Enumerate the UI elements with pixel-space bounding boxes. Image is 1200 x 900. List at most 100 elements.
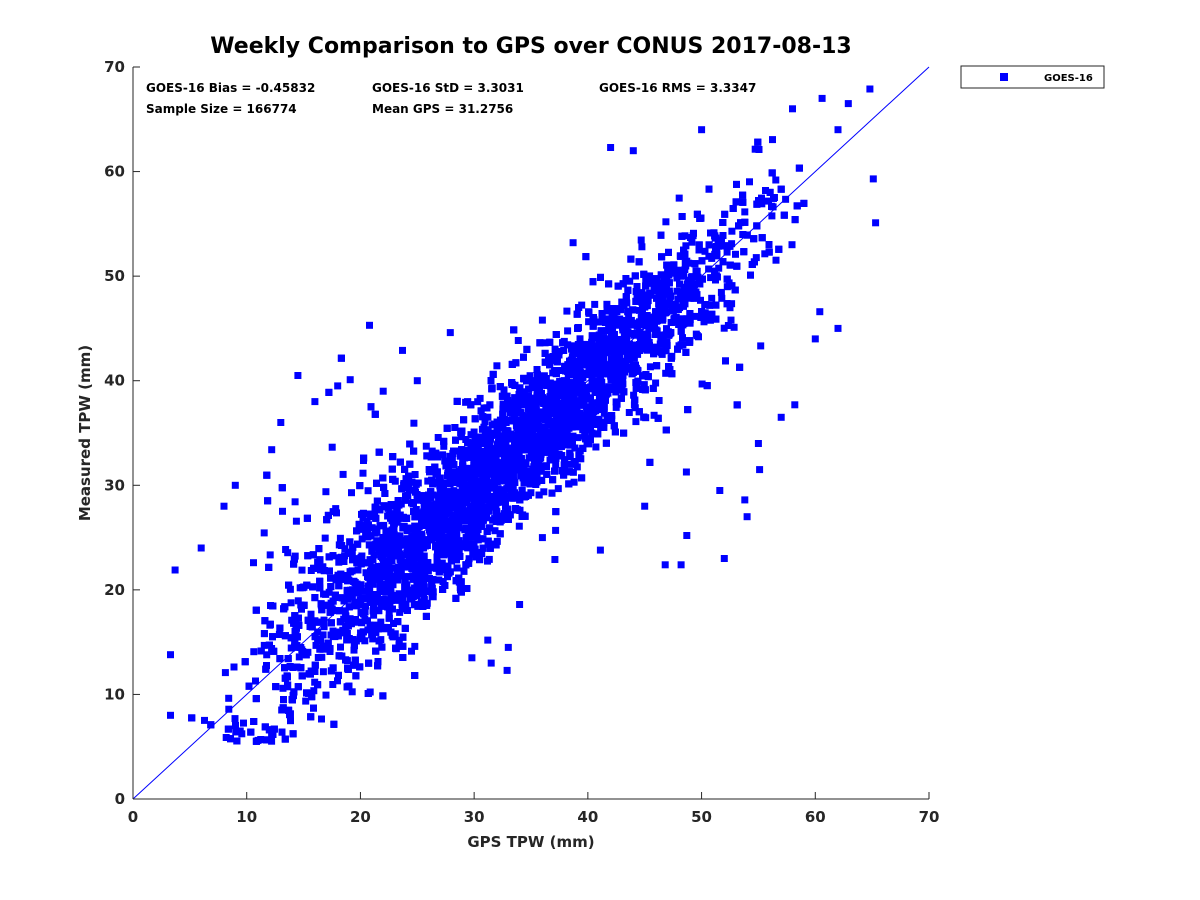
data-point bbox=[732, 250, 739, 258]
data-point bbox=[662, 369, 670, 377]
data-point bbox=[569, 468, 577, 476]
data-point bbox=[354, 566, 362, 574]
data-point bbox=[772, 256, 780, 264]
data-point bbox=[551, 345, 559, 353]
data-point bbox=[595, 331, 603, 339]
data-point bbox=[724, 322, 732, 329]
data-point bbox=[700, 318, 708, 326]
data-point bbox=[723, 283, 731, 291]
data-point bbox=[291, 498, 299, 506]
data-point bbox=[465, 555, 473, 563]
data-point bbox=[574, 434, 582, 442]
data-point bbox=[673, 274, 681, 282]
data-point bbox=[772, 176, 780, 184]
data-point bbox=[298, 605, 305, 613]
data-point bbox=[720, 324, 728, 332]
data-point bbox=[643, 302, 651, 310]
data-point bbox=[353, 555, 361, 563]
data-point bbox=[634, 350, 642, 358]
data-point bbox=[432, 449, 440, 457]
data-point bbox=[353, 559, 361, 567]
data-point bbox=[564, 327, 572, 335]
data-point bbox=[697, 296, 704, 304]
data-point bbox=[610, 319, 618, 327]
data-point bbox=[573, 463, 581, 471]
data-point bbox=[364, 487, 372, 495]
data-point bbox=[591, 300, 599, 308]
data-point bbox=[576, 335, 584, 343]
data-point bbox=[788, 241, 796, 249]
data-point bbox=[491, 527, 499, 535]
data-point bbox=[659, 316, 667, 324]
data-point bbox=[769, 136, 776, 144]
data-point bbox=[592, 443, 600, 451]
data-points bbox=[167, 85, 880, 745]
data-point bbox=[435, 576, 443, 584]
data-point bbox=[532, 377, 540, 385]
data-point bbox=[252, 677, 259, 685]
data-point bbox=[638, 289, 646, 297]
data-point bbox=[534, 382, 541, 390]
data-point bbox=[294, 597, 302, 605]
data-point bbox=[521, 459, 529, 467]
data-point bbox=[598, 310, 606, 317]
data-point bbox=[492, 508, 500, 515]
data-point bbox=[646, 363, 654, 371]
data-point bbox=[622, 275, 630, 282]
data-point bbox=[706, 301, 714, 309]
data-point bbox=[231, 715, 239, 723]
data-point bbox=[221, 669, 229, 677]
data-point bbox=[674, 306, 682, 313]
data-point bbox=[663, 338, 671, 346]
data-point bbox=[582, 340, 590, 348]
data-point bbox=[626, 277, 634, 285]
data-point bbox=[484, 485, 492, 493]
data-point bbox=[424, 477, 432, 485]
data-point bbox=[576, 355, 584, 363]
data-point bbox=[632, 418, 640, 426]
data-point bbox=[395, 636, 403, 644]
data-point bbox=[707, 274, 715, 282]
data-point bbox=[310, 687, 318, 695]
data-point bbox=[279, 684, 287, 692]
data-point bbox=[690, 229, 697, 237]
data-point bbox=[414, 479, 422, 487]
data-point bbox=[422, 442, 430, 450]
data-point bbox=[480, 423, 488, 431]
data-point bbox=[636, 347, 644, 354]
data-point bbox=[591, 399, 599, 407]
data-point bbox=[222, 734, 230, 741]
data-point bbox=[312, 641, 320, 649]
data-point bbox=[644, 297, 652, 305]
data-point bbox=[336, 534, 344, 542]
data-point bbox=[757, 342, 765, 350]
data-point bbox=[321, 534, 329, 542]
data-point bbox=[250, 559, 257, 567]
data-point bbox=[652, 326, 660, 334]
data-point bbox=[679, 296, 687, 304]
data-point bbox=[686, 319, 694, 327]
data-point bbox=[603, 300, 611, 308]
data-point bbox=[675, 194, 683, 202]
data-point bbox=[408, 647, 415, 655]
data-point bbox=[366, 621, 374, 629]
data-point bbox=[528, 383, 536, 390]
data-point bbox=[369, 635, 377, 643]
data-point bbox=[681, 266, 689, 274]
data-point bbox=[524, 405, 532, 413]
data-point bbox=[662, 347, 670, 355]
data-point bbox=[295, 653, 303, 661]
data-point bbox=[319, 668, 327, 676]
data-point bbox=[746, 178, 753, 186]
data-point bbox=[385, 609, 393, 617]
data-point bbox=[761, 250, 769, 258]
data-point bbox=[453, 564, 461, 572]
data-point bbox=[275, 631, 283, 638]
data-point bbox=[225, 694, 233, 702]
data-point bbox=[314, 628, 322, 636]
data-point bbox=[752, 254, 760, 262]
data-point bbox=[240, 719, 247, 727]
data-point bbox=[377, 602, 385, 610]
data-point bbox=[279, 507, 286, 515]
